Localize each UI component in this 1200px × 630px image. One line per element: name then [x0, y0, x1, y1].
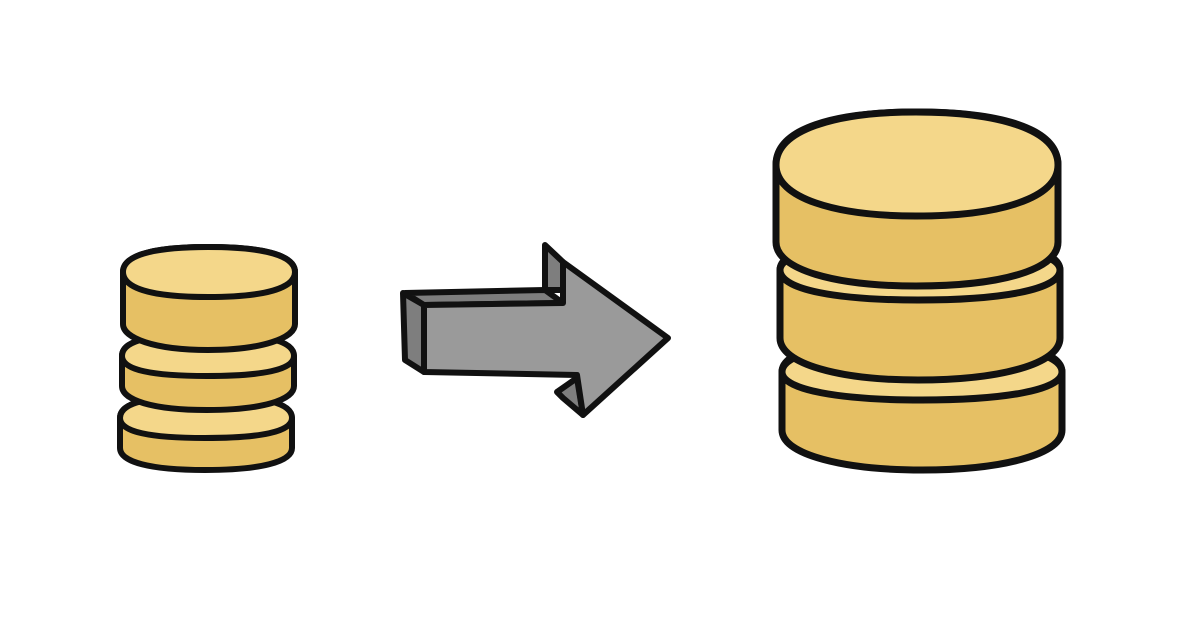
- arrow-right-icon: [400, 242, 671, 418]
- small-coin-top: [120, 244, 298, 353]
- large-coin-stack-icon: [772, 108, 1066, 474]
- large-coin-top: [772, 108, 1062, 290]
- small-coin-stack-icon: [117, 244, 298, 473]
